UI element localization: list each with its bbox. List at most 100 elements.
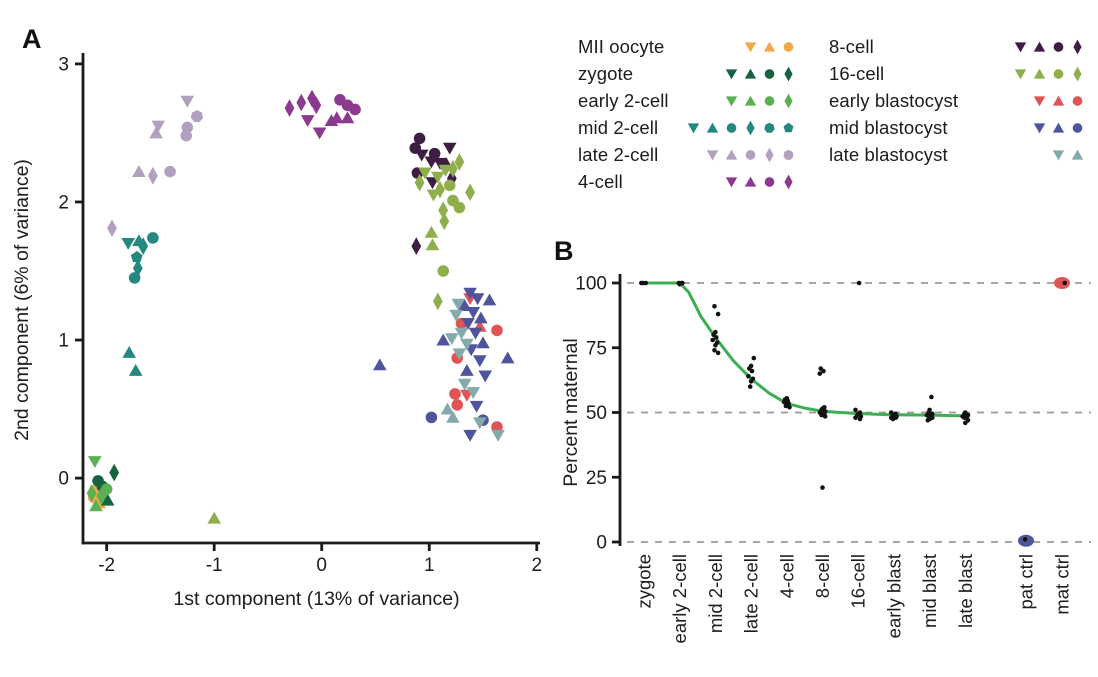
pm-data-point xyxy=(714,335,719,340)
pm-data-point xyxy=(962,415,967,421)
legend-item-label: mid 2-cell xyxy=(578,116,659,138)
pca-point-late-blastocyst xyxy=(466,387,481,399)
pm-x-tick-label: mat ctrl xyxy=(1052,554,1073,615)
pm-data-point xyxy=(820,485,825,490)
pca-point-4-cell xyxy=(311,96,322,115)
pentagon-icon xyxy=(783,122,794,132)
pca-point-16-cell xyxy=(437,265,450,277)
pca-point-4-cell xyxy=(340,111,355,124)
tri-up-icon xyxy=(1052,122,1065,133)
pca-point-late-blastocyst xyxy=(452,348,467,361)
pca-point-late-2-cell xyxy=(107,219,117,237)
circle-icon xyxy=(1072,95,1083,106)
tri-up-icon xyxy=(744,68,757,79)
pm-x-tick-label: zygote xyxy=(634,554,655,609)
pca-point-4-cell xyxy=(300,115,315,127)
pca-point-late-blastocyst xyxy=(445,333,459,346)
pca-point-late-2-cell xyxy=(132,165,146,177)
pca-point-late-blastocyst xyxy=(460,338,474,351)
pm-data-point xyxy=(853,407,858,413)
legend-item-mid-2-cell: mid 2-cell xyxy=(578,114,798,141)
diamond-icon xyxy=(746,120,755,135)
pm-data-point xyxy=(715,311,721,317)
pca-point-16-cell xyxy=(435,180,445,199)
pca-point-4-cell xyxy=(284,99,295,117)
pm-data-point xyxy=(746,373,751,379)
pca-point-mid-blastocyst xyxy=(463,429,477,442)
pca-point-mid-blastocyst xyxy=(469,400,484,413)
legend-column-1: MII oocyte zygote early 2-cell mid 2-cell la… xyxy=(578,33,798,195)
pm-data-point xyxy=(747,384,753,389)
pm-data-point xyxy=(715,350,721,356)
pca-point-mid-blastocyst xyxy=(460,364,474,376)
tri-down-icon xyxy=(706,149,719,160)
pca-y-axis-label: 2nd component (6% of variance) xyxy=(11,159,33,441)
tri-down-icon xyxy=(725,176,738,187)
legend-marker-set xyxy=(1033,95,1083,106)
tri-up-icon xyxy=(744,176,757,187)
pm-x-tick-label: early blast xyxy=(883,554,904,638)
tri-down-icon xyxy=(725,95,738,106)
circle-icon xyxy=(1053,41,1064,52)
diamond-icon xyxy=(765,147,774,162)
legend-item-late-blastocyst: late blastocyst xyxy=(829,141,1087,168)
pca-point-16-cell xyxy=(424,225,439,238)
pca-point-4-cell xyxy=(349,103,361,116)
pca-point-mid-blastocyst xyxy=(466,307,481,319)
pca-point-late-2-cell xyxy=(164,165,176,178)
tri-up-icon xyxy=(706,122,719,133)
pca-point-early-2-cell xyxy=(86,484,97,503)
pm-y-tick-label: 0 xyxy=(596,533,607,554)
pca-point-8-cell xyxy=(424,156,439,169)
pca-point-16-cell xyxy=(433,292,443,311)
pm-data-point xyxy=(853,415,858,421)
pca-y-tick-label: 3 xyxy=(58,54,69,75)
pca-point-mid-2-cell xyxy=(147,232,159,244)
pca-point-16-cell xyxy=(439,212,450,231)
pca-point-8-cell xyxy=(414,149,429,162)
pca-point-zygote xyxy=(92,475,104,487)
diamond-icon xyxy=(784,174,793,189)
pm-x-tick-label: pat ctrl xyxy=(1016,554,1037,610)
pm-data-point xyxy=(749,368,755,374)
legend-item-label: early 2-cell xyxy=(578,89,669,111)
pca-x-axis-label: 1st component (13% of variance) xyxy=(173,588,459,610)
pm-x-tick-label: late blast xyxy=(955,554,976,628)
pca-point-mid-2-cell xyxy=(138,237,149,255)
panel-b-label: B xyxy=(554,236,574,266)
pca-point-mid-blastocyst xyxy=(463,287,477,300)
pca-point-16-cell xyxy=(448,160,458,178)
percent-maternal-chart: 0 25 50 75 100 Percent maternal zygote early 2-… xyxy=(560,274,1091,643)
legend-item-label: MII oocyte xyxy=(578,35,665,57)
pca-y-tick-label: 1 xyxy=(58,331,69,352)
control-marker-mat-ctrl xyxy=(1054,277,1070,289)
diamond-icon xyxy=(784,93,793,108)
panel-a-label: A xyxy=(22,24,42,54)
tri-down-icon xyxy=(1014,41,1027,52)
pca-point-late-2-cell xyxy=(180,95,195,108)
legend-item-label: 4-cell xyxy=(578,170,623,192)
pca-point-late-blastocyst xyxy=(454,327,469,340)
diamond-icon xyxy=(1073,66,1082,81)
pca-point-mid-blastocyst xyxy=(373,358,387,371)
tri-down-icon xyxy=(1033,95,1046,106)
legend-marker-set xyxy=(725,93,793,108)
circle-icon xyxy=(783,41,794,52)
pca-x-tick-label: -1 xyxy=(206,555,223,576)
pca-point-16-cell xyxy=(431,171,445,184)
legend-marker-set xyxy=(725,174,793,189)
legend-item-label: 8-cell xyxy=(829,35,874,57)
pca-point-late-blastocyst xyxy=(491,429,505,442)
legend-marker-set xyxy=(1014,39,1082,54)
pca-point-16-cell xyxy=(465,183,475,202)
legend-item-mid-blastocyst: mid blastocyst xyxy=(829,114,1087,141)
pca-point-mid-blastocyst xyxy=(470,293,485,306)
pca-point-16-cell xyxy=(438,201,449,220)
pm-y-tick-label: 50 xyxy=(586,403,607,424)
pca-point-16-cell xyxy=(425,238,440,251)
pca-point-16-cell xyxy=(418,167,432,180)
pca-point-mid-blastocyst xyxy=(425,411,438,424)
legend-item-label: mid blastocyst xyxy=(829,116,948,138)
legend-marker-set xyxy=(706,147,794,162)
